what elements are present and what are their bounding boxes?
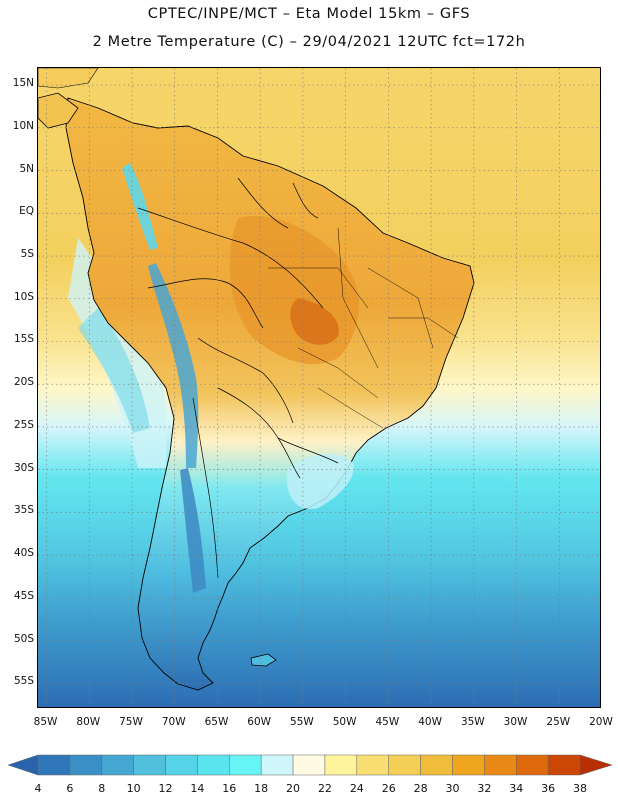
- andes-north-cold: [122, 163, 158, 250]
- longitude-label: 45W: [375, 716, 400, 728]
- longitude-label: 40W: [418, 716, 442, 728]
- color-bar-segment: [229, 754, 262, 776]
- border-peru-brazil: [147, 278, 264, 329]
- state-border-1: [268, 267, 369, 309]
- latitude-label: 10S: [13, 290, 34, 303]
- color-bar-label: 28: [413, 782, 428, 795]
- color-bar-segment: [165, 754, 198, 776]
- south-america-landmass: [65, 97, 475, 691]
- temperature-map: [37, 67, 601, 708]
- longitude-label: 75W: [119, 716, 143, 728]
- color-bar-segment: [101, 754, 134, 776]
- latitude-label: 45S: [13, 589, 34, 602]
- temperature-map-svg: [38, 68, 600, 707]
- color-bar-segment: [356, 754, 389, 776]
- latitude-label: 30S: [13, 461, 34, 474]
- color-bar-label: 12: [158, 782, 173, 795]
- color-bar-segment: [37, 754, 71, 776]
- latitude-label: 15N: [12, 77, 34, 90]
- state-border-2: [337, 227, 379, 369]
- border-guyana-brazil: [292, 182, 319, 219]
- border-bolivia-brazil: [197, 337, 294, 424]
- longitude-label: 80W: [76, 716, 101, 728]
- border-colombia-brazil: [137, 207, 324, 309]
- color-bar-label: 18: [254, 782, 269, 795]
- color-bar-label: 6: [66, 782, 74, 795]
- border-brazil-uruguay: [277, 437, 339, 464]
- color-bar-label: 4: [34, 782, 42, 795]
- latitude-label: 40S: [13, 547, 34, 560]
- latitude-label: 50S: [13, 632, 34, 645]
- color-bar-segment: [515, 754, 549, 776]
- graticule: [38, 68, 600, 707]
- color-bar-segment: [388, 754, 421, 776]
- color-bar-segment: [484, 754, 517, 776]
- latitude-label: 35S: [13, 504, 34, 517]
- color-bar-label: 30: [445, 782, 460, 795]
- color-bar-segment: [292, 754, 326, 776]
- color-bar-segment: [420, 754, 453, 776]
- color-bar-label: 22: [317, 782, 332, 795]
- longitude-label: 65W: [204, 716, 229, 728]
- color-bar-label: 20: [286, 782, 301, 795]
- longitude-label: 50W: [332, 716, 357, 728]
- color-bar-label: 8: [98, 782, 106, 795]
- state-border-3: [367, 267, 434, 349]
- map-title-line-1: CPTEC/INPE/MCT – Eta Model 15km – GFS: [147, 6, 471, 22]
- color-bar-label: 24: [349, 782, 364, 795]
- color-bar-segment: [133, 754, 166, 776]
- map-title-line-2: 2 Metre Temperature (C) – 29/04/2021 12U…: [92, 34, 526, 50]
- border-chile-argentina: [192, 397, 219, 579]
- southern-cool-region: [287, 453, 354, 509]
- color-bar-segments: [7, 754, 613, 776]
- color-bar-segment: [197, 754, 230, 776]
- state-border-5: [388, 317, 459, 339]
- longitude-label: 20W: [589, 716, 613, 728]
- color-bar-label: 38: [573, 782, 587, 795]
- falkland-islands: [250, 653, 277, 667]
- color-bar-label: 26: [381, 782, 396, 795]
- color-bar-min-arrow: [7, 754, 39, 776]
- border-venezuela-brazil: [237, 177, 289, 229]
- color-bar: [7, 754, 613, 776]
- longitude-label: 85W: [33, 716, 58, 728]
- color-bar-label: 10: [126, 782, 141, 795]
- color-bar-segment: [547, 754, 581, 776]
- state-border-4: [297, 347, 379, 399]
- latitude-label: 25S: [13, 418, 34, 431]
- andes-central-cold: [148, 263, 199, 468]
- latitude-label: 5N: [19, 162, 34, 175]
- central-america: [38, 92, 79, 129]
- hottest-core-region: [290, 298, 339, 345]
- latitude-label: 10N: [12, 119, 34, 132]
- color-bar-label: 16: [222, 782, 237, 795]
- longitude-label: 35W: [460, 716, 485, 728]
- latitude-label: 55S: [13, 675, 34, 688]
- color-bar-label: 14: [190, 782, 205, 795]
- state-border-6: [317, 387, 384, 429]
- state-borders: [268, 227, 459, 429]
- color-bar-segment: [452, 754, 485, 776]
- color-bar-segment: [260, 754, 294, 776]
- color-bar-label: 32: [477, 782, 492, 795]
- color-bar-label: 36: [541, 782, 556, 795]
- longitude-label: 60W: [247, 716, 272, 728]
- longitude-label: 55W: [290, 716, 314, 728]
- caribbean-coast: [38, 68, 99, 89]
- latitude-label: 20S: [13, 376, 34, 389]
- latitude-label: EQ: [19, 205, 34, 218]
- color-bar-segment: [69, 754, 103, 776]
- longitude-label: 70W: [161, 716, 186, 728]
- andes-south-cold: [180, 468, 206, 593]
- border-paraguay: [217, 387, 301, 479]
- color-bar-label: 34: [509, 782, 524, 795]
- latitude-label: 15S: [13, 333, 34, 346]
- longitude-label: 25W: [546, 716, 571, 728]
- longitude-label: 30W: [503, 716, 528, 728]
- color-bar-segment: [324, 754, 358, 776]
- color-bar-max-arrow: [579, 754, 613, 776]
- country-borders: [137, 177, 339, 579]
- latitude-label: 5S: [20, 248, 34, 261]
